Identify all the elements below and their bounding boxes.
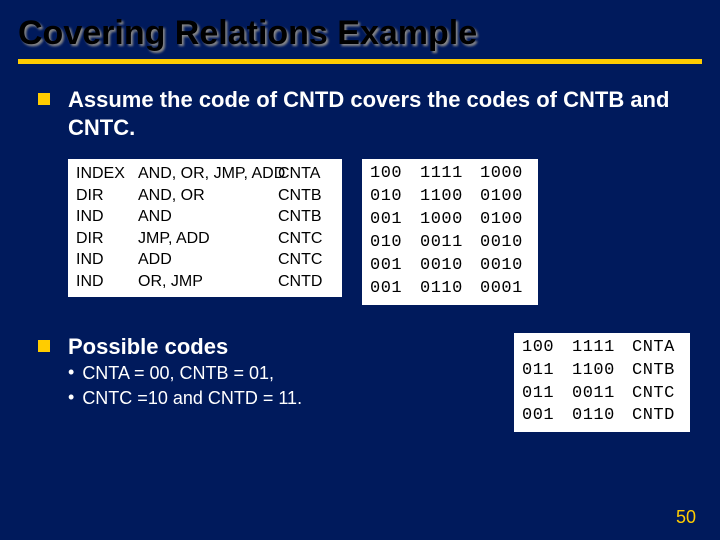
table-row: 1001111CNTA	[522, 337, 682, 360]
table-row: 00110000100	[370, 209, 530, 232]
dot-icon: •	[68, 387, 74, 409]
bullet-1: Assume the code of CNTD covers the codes…	[0, 86, 720, 141]
table-row: 0010110CNTD	[522, 405, 682, 428]
title-underline	[18, 59, 702, 64]
sub-bullet-1: • CNTA = 00, CNTB = 01,	[68, 362, 302, 385]
bullet-square-icon	[38, 340, 50, 352]
instruction-table: INDEXAND, OR, JMP, ADDCNTA DIRAND, ORCNT…	[68, 159, 342, 297]
dot-icon: •	[68, 362, 74, 384]
bottom-row: Possible codes • CNTA = 00, CNTB = 01, •…	[0, 333, 720, 433]
binary-table-6: 10011111000 01011000100 00110000100 0100…	[362, 159, 538, 305]
slide-title: Covering Relations Example	[0, 0, 720, 59]
table-row: 00101100001	[370, 278, 530, 301]
table-row: 0111100CNTB	[522, 360, 682, 383]
table-row: INDOR, JMPCNTD	[76, 271, 334, 293]
table-row: 00100100010	[370, 255, 530, 278]
table-row: INDADDCNTC	[76, 249, 334, 271]
page-number: 50	[676, 507, 696, 528]
table-row: INDEXAND, OR, JMP, ADDCNTA	[76, 163, 334, 185]
table-row: 01011000100	[370, 186, 530, 209]
bullet-1-text: Assume the code of CNTD covers the codes…	[68, 86, 690, 141]
table-row: 01000110010	[370, 232, 530, 255]
table-row: INDANDCNTB	[76, 206, 334, 228]
table-row: DIRAND, ORCNTB	[76, 185, 334, 207]
sub-bullet-2: • CNTC =10 and CNTD = 11.	[68, 387, 302, 410]
table-row: DIRJMP, ADDCNTC	[76, 228, 334, 250]
bullet-2-heading: Possible codes	[68, 333, 302, 361]
binary-table-4: 1001111CNTA 0111100CNTB 0110011CNTC 0010…	[514, 333, 690, 433]
bullet-square-icon	[38, 93, 50, 105]
tables-row-1: INDEXAND, OR, JMP, ADDCNTA DIRAND, ORCNT…	[0, 159, 720, 305]
table-row: 0110011CNTC	[522, 383, 682, 406]
table-row: 10011111000	[370, 163, 530, 186]
